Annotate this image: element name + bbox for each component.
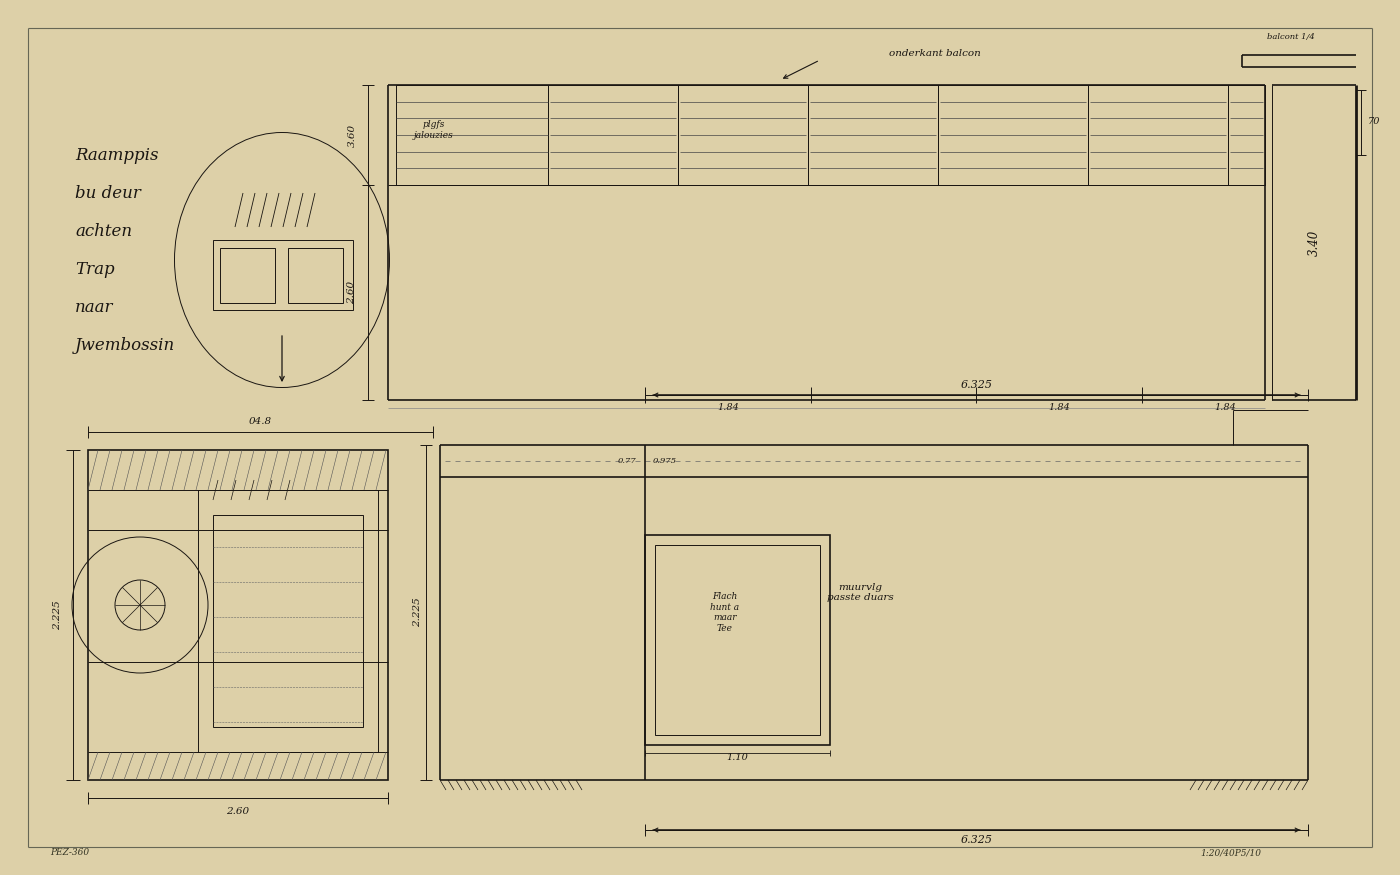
Bar: [645, 535, 830, 745]
Bar: [678, 85, 808, 185]
Text: Trap: Trap: [76, 261, 115, 277]
Text: onderkant balcon: onderkant balcon: [889, 48, 981, 58]
Bar: [197, 490, 378, 752]
Bar: [547, 85, 678, 185]
Text: muurvlg
passte duars: muurvlg passte duars: [826, 583, 893, 602]
Text: 2.225: 2.225: [53, 600, 63, 630]
Bar: [288, 248, 343, 303]
Text: Flach
hunt a
maar
Tee: Flach hunt a maar Tee: [710, 592, 739, 633]
Text: 6.325: 6.325: [960, 835, 993, 845]
Bar: [213, 240, 353, 310]
Bar: [213, 515, 363, 727]
Text: 6.325: 6.325: [960, 380, 993, 390]
Text: 1.84: 1.84: [1214, 402, 1236, 411]
Text: naar: naar: [76, 298, 113, 316]
Text: 04.8: 04.8: [249, 417, 272, 426]
Bar: [396, 85, 547, 185]
Text: 2.60: 2.60: [347, 281, 357, 304]
Bar: [88, 450, 388, 780]
Text: 1.84: 1.84: [717, 402, 739, 411]
Bar: [220, 248, 274, 303]
Text: 70: 70: [1368, 117, 1380, 127]
Text: 1.10: 1.10: [727, 752, 749, 761]
Text: 2.225: 2.225: [413, 598, 423, 627]
Text: Raamppis: Raamppis: [76, 146, 158, 164]
Text: 1:20/40P5/10: 1:20/40P5/10: [1200, 848, 1261, 857]
Text: Jwembossin: Jwembossin: [76, 337, 175, 354]
Text: bu deur: bu deur: [76, 185, 141, 201]
Bar: [655, 545, 820, 735]
Bar: [938, 85, 1088, 185]
Text: 1.84: 1.84: [1049, 402, 1071, 411]
Text: 0.77: 0.77: [617, 457, 637, 465]
Text: 3.60: 3.60: [347, 123, 357, 146]
Bar: [1088, 85, 1228, 185]
Text: PEZ-360: PEZ-360: [50, 848, 90, 857]
Bar: [1228, 85, 1266, 185]
Text: plgfs
jalouzies: plgfs jalouzies: [414, 120, 454, 140]
Text: 3.40: 3.40: [1308, 229, 1320, 255]
Text: 2.60: 2.60: [227, 808, 249, 816]
Text: achten: achten: [76, 222, 132, 240]
Bar: [808, 85, 938, 185]
Text: balcont 1/4: balcont 1/4: [1267, 33, 1315, 41]
Text: 0.975: 0.975: [652, 457, 678, 465]
